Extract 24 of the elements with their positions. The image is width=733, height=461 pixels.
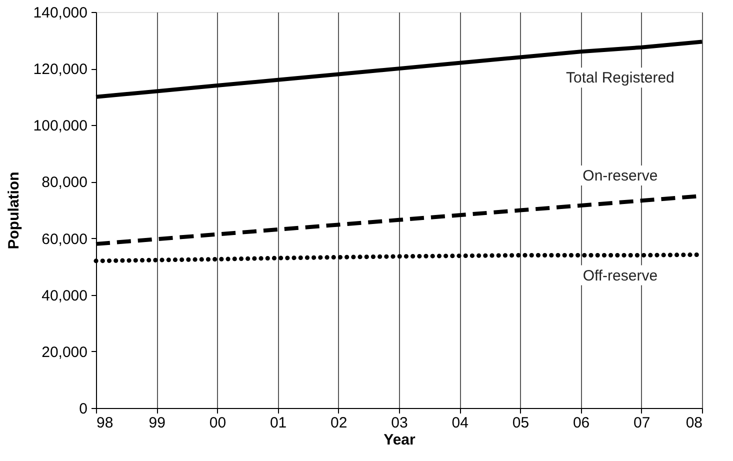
y-tick-label: 20,000: [42, 344, 88, 361]
y-tick-label: 0: [79, 400, 88, 418]
series-label: Total Registered: [566, 70, 674, 87]
y-tick-label: 80,000: [42, 174, 88, 192]
series-label: Off-reserve: [582, 267, 658, 284]
x-tick-label: 05: [512, 414, 530, 432]
x-axis-title: Year: [384, 432, 416, 448]
y-axis-title: Population: [5, 172, 22, 250]
x-tick-label: 08: [686, 414, 702, 432]
y-tick-label: 120,000: [33, 61, 88, 78]
x-tick-label: 01: [270, 414, 287, 432]
x-tick-label: 00: [209, 414, 226, 432]
x-tick-label: 99: [148, 414, 166, 432]
x-tick-label: 04: [452, 414, 468, 432]
y-tick-label: 60,000: [42, 230, 88, 248]
y-tick-label: 140,000: [33, 4, 88, 22]
x-tick-label: 07: [634, 414, 650, 432]
y-tick-label: 100,000: [33, 118, 88, 135]
x-tick-label: 98: [96, 414, 114, 432]
x-tick-label: 03: [391, 414, 408, 432]
x-tick-label: 02: [330, 414, 348, 432]
series-label: On-reserve: [582, 167, 658, 184]
x-tick-label: 06: [572, 414, 590, 432]
y-tick-label: 40,000: [42, 287, 88, 304]
